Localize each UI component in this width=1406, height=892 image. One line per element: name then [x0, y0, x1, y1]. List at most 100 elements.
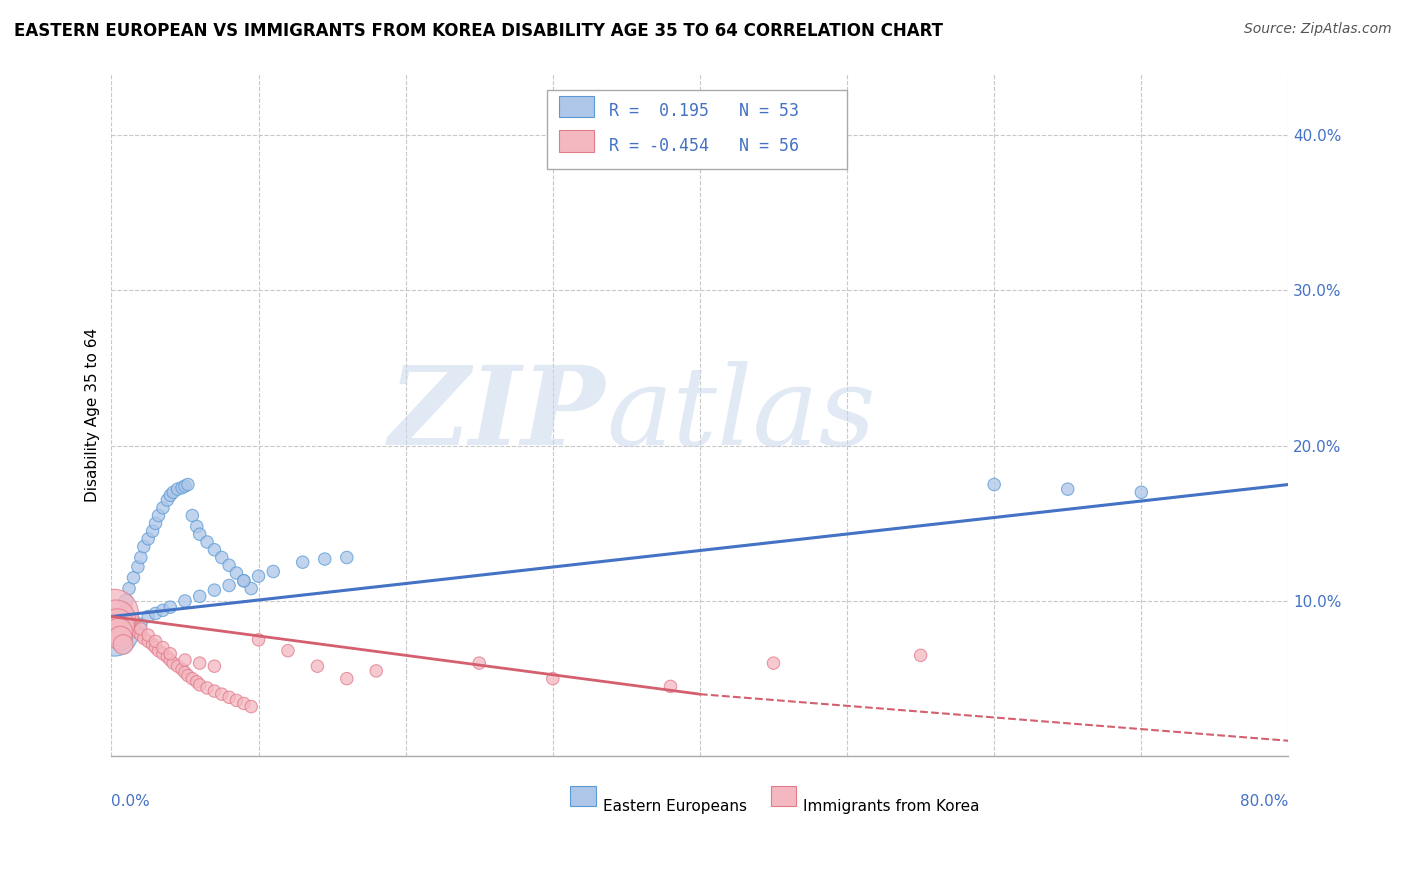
Point [541, 672, 564, 686]
Point [105, 619, 128, 633]
Point [225, 693, 247, 707]
Point [186, 519, 208, 533]
Point [156, 649, 179, 664]
Point [262, 565, 284, 579]
Point [129, 617, 152, 632]
Point [115, 594, 138, 608]
Point [104, 613, 127, 627]
Point [103, 607, 125, 621]
Point [166, 659, 188, 673]
Point [202, 542, 225, 557]
Point [188, 678, 211, 692]
Point [152, 603, 174, 617]
Point [103, 625, 125, 640]
Point [174, 653, 197, 667]
Point [247, 569, 270, 583]
Point [112, 638, 135, 652]
Point [122, 625, 145, 640]
Point [127, 559, 149, 574]
Point [177, 477, 200, 491]
Point [145, 634, 167, 648]
Point [118, 582, 141, 596]
Point [336, 550, 359, 565]
Point [336, 672, 359, 686]
Point [307, 659, 329, 673]
Point [468, 656, 491, 670]
Point [166, 482, 188, 496]
Point [156, 493, 179, 508]
FancyBboxPatch shape [558, 129, 593, 152]
Point [202, 659, 225, 673]
Point [129, 622, 152, 636]
Point [659, 680, 682, 694]
Text: R =  0.195   N = 53: R = 0.195 N = 53 [609, 103, 799, 120]
Point [136, 634, 159, 648]
Text: R = -0.454   N = 56: R = -0.454 N = 56 [609, 136, 799, 154]
Point [159, 600, 181, 615]
Point [211, 687, 233, 701]
Point [162, 656, 184, 670]
Point [107, 609, 129, 624]
Point [170, 481, 193, 495]
Point [1056, 482, 1078, 496]
Point [112, 607, 135, 621]
Point [181, 672, 204, 686]
Point [232, 574, 254, 588]
Point [174, 665, 197, 680]
Text: Eastern Europeans: Eastern Europeans [603, 799, 748, 814]
Point [105, 620, 128, 634]
Point [232, 574, 254, 588]
Text: 0.0%: 0.0% [111, 794, 150, 809]
Point [152, 500, 174, 515]
Text: EASTERN EUROPEAN VS IMMIGRANTS FROM KOREA DISABILITY AGE 35 TO 64 CORRELATION CH: EASTERN EUROPEAN VS IMMIGRANTS FROM KORE… [14, 22, 943, 40]
Point [122, 613, 145, 627]
FancyBboxPatch shape [571, 786, 596, 806]
Point [159, 647, 181, 661]
Point [218, 690, 240, 705]
FancyBboxPatch shape [770, 786, 796, 806]
Point [115, 601, 138, 615]
FancyBboxPatch shape [547, 90, 846, 169]
FancyBboxPatch shape [558, 95, 593, 118]
Point [110, 615, 132, 630]
Point [202, 684, 225, 698]
Point [195, 535, 218, 549]
Point [247, 632, 270, 647]
Point [202, 583, 225, 598]
Point [129, 628, 152, 642]
Point [240, 699, 263, 714]
Point [132, 540, 155, 554]
Text: Source: ZipAtlas.com: Source: ZipAtlas.com [1244, 22, 1392, 37]
Point [118, 619, 141, 633]
Point [762, 656, 785, 670]
Point [366, 664, 388, 678]
Point [110, 632, 132, 646]
Point [195, 681, 218, 695]
Point [145, 516, 167, 531]
Point [107, 617, 129, 632]
Point [132, 632, 155, 646]
Point [148, 643, 170, 657]
Point [1130, 485, 1153, 500]
Point [122, 622, 145, 636]
Point [186, 674, 208, 689]
Point [910, 648, 932, 663]
Point [170, 662, 193, 676]
Point [145, 640, 167, 655]
Point [122, 571, 145, 585]
Point [142, 524, 165, 538]
Point [136, 609, 159, 624]
Point [162, 485, 184, 500]
Point [107, 625, 129, 640]
Point [211, 550, 233, 565]
Text: ZIP: ZIP [389, 361, 606, 468]
Point [136, 628, 159, 642]
Point [115, 632, 138, 647]
Point [136, 532, 159, 546]
Point [159, 653, 181, 667]
Point [188, 590, 211, 604]
Point [152, 640, 174, 655]
Point [145, 607, 167, 621]
Point [177, 668, 200, 682]
Point [115, 615, 138, 630]
